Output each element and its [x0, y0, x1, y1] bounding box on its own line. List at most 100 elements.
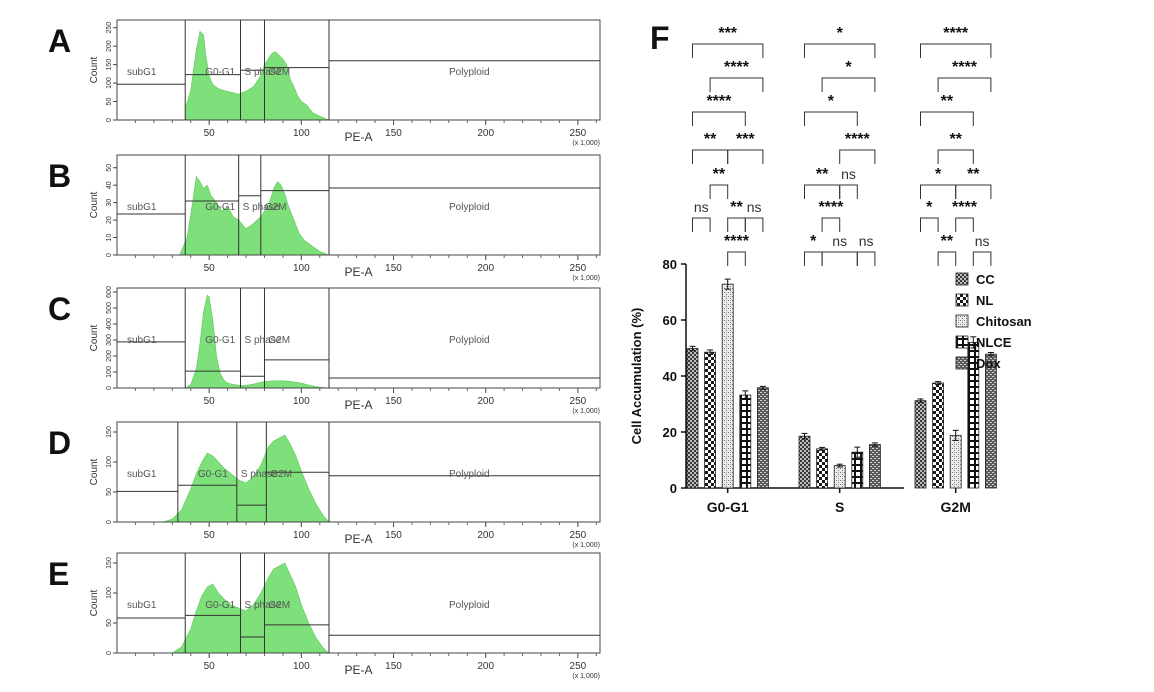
x-tick-label: 250	[570, 530, 587, 541]
y-tick-label: 40	[663, 369, 677, 384]
x-tick-label: 100	[293, 396, 310, 407]
x-multiplier: (x 1,000)	[572, 408, 600, 415]
region-label: G0-G1	[205, 67, 235, 78]
y-tick-label: 50	[106, 164, 113, 172]
legend-label: Chitosan	[976, 314, 1032, 329]
significance-label: ****	[952, 59, 978, 76]
significance-label: ****	[706, 93, 732, 110]
significance-bracket	[727, 217, 746, 232]
region-label: G0-G1	[198, 469, 228, 480]
panel-label: C	[48, 291, 71, 327]
x-tick-label: 150	[385, 661, 402, 672]
region-label: G0-G1	[205, 202, 235, 213]
significance-label: **	[949, 131, 962, 148]
region-label: Polyploid	[449, 202, 490, 213]
significance-label: *	[810, 233, 817, 250]
x-tick-label: 150	[385, 396, 402, 407]
significance-bracket	[744, 217, 764, 232]
y-axis-label: Count	[89, 324, 100, 351]
y-axis-label: Count	[89, 56, 100, 83]
significance-bracket	[839, 149, 876, 164]
significance-label: ****	[845, 131, 871, 148]
region-label: S phase	[245, 600, 282, 611]
significance-bracket	[709, 184, 729, 199]
region-label: subG1	[127, 202, 157, 213]
significance-bracket	[920, 217, 939, 232]
x-multiplier: (x 1,000)	[572, 140, 600, 147]
region-label: subG1	[127, 67, 157, 78]
region-label: subG1	[127, 600, 157, 611]
x-tick-label: 250	[570, 661, 587, 672]
y-tick-label: 150	[106, 59, 113, 71]
x-tick-label: 50	[204, 530, 216, 541]
significance-bracket	[821, 217, 841, 232]
region-label: subG1	[127, 469, 157, 480]
region-label: Polyploid	[449, 67, 490, 78]
region-label: S phase	[243, 202, 280, 213]
x-tick-label: G0-G1	[707, 499, 749, 515]
panel-label: F	[650, 20, 670, 56]
significance-label: *	[926, 199, 933, 216]
y-tick-label: 250	[106, 22, 113, 34]
significance-bracket	[727, 251, 746, 266]
histogram-area	[179, 175, 330, 256]
x-axis-label: PE-A	[344, 265, 372, 279]
bar-nl	[932, 382, 944, 489]
region-label: subG1	[127, 335, 157, 346]
legend-swatch-chitosan	[955, 314, 969, 328]
legend-swatch-nl	[955, 293, 969, 307]
histogram-area	[171, 562, 330, 654]
region-label: S phase	[245, 67, 282, 78]
significance-bracket	[955, 184, 992, 199]
bar-nl	[704, 351, 716, 489]
y-axis-label: Count	[89, 191, 100, 218]
y-tick-label: 30	[106, 199, 113, 207]
y-tick-label: 0	[670, 481, 677, 496]
significance-label: ns	[832, 233, 847, 249]
panel-label: B	[48, 158, 71, 194]
y-tick-label: 0	[106, 651, 113, 655]
x-tick-label: S	[835, 499, 844, 515]
legend-swatch-nlce	[955, 335, 969, 349]
significance-bracket	[692, 111, 746, 126]
histogram-area	[163, 434, 330, 523]
x-multiplier: (x 1,000)	[572, 673, 600, 680]
bar-nlce	[739, 394, 752, 489]
y-tick-label: 200	[106, 40, 113, 52]
plot-frame	[116, 287, 601, 389]
bar-nl	[816, 448, 828, 489]
x-tick-label: 200	[477, 128, 494, 139]
significance-label: *	[837, 25, 844, 42]
x-tick-label: 150	[385, 263, 402, 274]
y-axis-label: Count	[89, 458, 100, 485]
bar-cc	[914, 400, 927, 489]
significance-label: *	[828, 93, 835, 110]
y-tick-label: 10	[106, 234, 113, 242]
legend-label: CC	[976, 272, 995, 287]
significance-bracket	[839, 184, 858, 199]
panel-label: E	[48, 556, 69, 592]
significance-bracket	[920, 111, 974, 126]
panel-label: A	[48, 23, 71, 59]
plot-frame	[116, 421, 601, 523]
y-tick-label: 0	[106, 118, 113, 122]
significance-bracket	[920, 184, 957, 199]
y-tick-label: 50	[106, 619, 113, 627]
significance-bracket	[972, 251, 992, 266]
significance-label: ***	[736, 131, 755, 148]
region-label: Polyploid	[449, 600, 490, 611]
region-label: G2M	[270, 469, 292, 480]
legend-label: NLCE	[976, 335, 1012, 350]
region-label: G2M	[268, 600, 290, 611]
x-tick-label: G2M	[941, 499, 971, 515]
x-tick-label: 250	[570, 263, 587, 274]
y-tick-label: 40	[106, 181, 113, 189]
significance-label: **	[967, 166, 980, 183]
y-tick-label: 0	[106, 253, 113, 257]
significance-bracket	[856, 251, 876, 266]
bar-chitosan	[949, 434, 962, 489]
x-tick-label: 50	[204, 263, 216, 274]
x-axis-label: PE-A	[344, 663, 372, 677]
